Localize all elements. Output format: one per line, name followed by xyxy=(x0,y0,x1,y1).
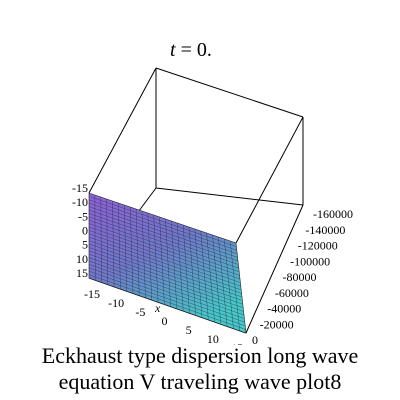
x-axis-label: x xyxy=(154,301,161,315)
grid-line-v xyxy=(88,240,242,294)
y-tick-2: -5 xyxy=(78,209,88,223)
grid-line-u xyxy=(229,240,240,331)
grid-line-v xyxy=(88,270,246,327)
grid-line-u xyxy=(200,230,209,320)
grid-line-u xyxy=(171,220,178,309)
grid-line-v xyxy=(88,230,241,283)
z-tick-3: -60000 xyxy=(275,286,309,300)
grid-line-v xyxy=(88,257,244,312)
y-tick-6: 15 xyxy=(76,266,88,280)
x-tick-5: 10 xyxy=(207,332,219,345)
x-tick-2: -5 xyxy=(135,305,145,319)
z-tick-7: -140000 xyxy=(305,223,345,237)
grid-line-u xyxy=(212,234,222,325)
z-tick-4: -80000 xyxy=(283,270,317,284)
x-tick-3: 0 xyxy=(162,314,168,328)
grid-line-v xyxy=(88,219,240,273)
grid-line-v xyxy=(88,223,240,276)
y-tick-3: 0 xyxy=(82,224,88,238)
caption: Eckhaust type dispersion long wave equat… xyxy=(0,343,400,395)
grid-line-v xyxy=(88,236,242,291)
grid-line-v xyxy=(88,243,243,298)
grid-line-u xyxy=(159,216,165,305)
grid-line-u xyxy=(218,236,228,327)
caption-line-1: Eckhaust type dispersion long wave xyxy=(41,343,359,368)
grid-line-u xyxy=(118,202,121,290)
title-text: = 0. xyxy=(176,39,212,61)
surface xyxy=(88,192,247,334)
grid-line-v xyxy=(88,274,246,330)
x-tick-6: 15 xyxy=(231,341,243,345)
grid-line-v xyxy=(88,253,244,309)
y-tick-1: -10 xyxy=(72,195,88,209)
z-tick-0: 0 xyxy=(252,333,258,345)
z-tick-1: -20000 xyxy=(260,317,294,331)
grid-line-v xyxy=(88,267,245,323)
grid-line-u xyxy=(135,208,140,296)
grid-line-u xyxy=(129,206,134,294)
title-variable: t xyxy=(170,39,176,61)
grid-line-v xyxy=(88,216,239,269)
grid-line-v xyxy=(88,233,241,287)
grid-line-u xyxy=(206,232,215,323)
grid-line-u xyxy=(141,210,146,298)
chart-title: t = 0. xyxy=(170,39,212,61)
grid-line-u xyxy=(176,222,184,312)
z-tick-2: -40000 xyxy=(267,302,301,316)
surface-face xyxy=(88,192,247,334)
grid-line-u xyxy=(188,226,196,316)
z-axis-ticks: 0-20000-40000 -60000 -80000 -100000-120000 -… xyxy=(252,207,353,345)
grid-line-u xyxy=(112,200,115,287)
grid-line-v xyxy=(88,260,245,316)
grid-line-v xyxy=(88,199,237,251)
grid-line-u xyxy=(100,196,102,283)
x-axis-ticks: -15 -10 -5 0 5 10 15 xyxy=(84,287,243,345)
grid-line-u xyxy=(124,204,127,292)
z-tick-5: -100000 xyxy=(290,254,330,268)
grid-line-v xyxy=(88,196,237,247)
z-tick-6: -120000 xyxy=(298,239,338,253)
grid-line-u xyxy=(147,212,153,301)
grid-line-u xyxy=(106,198,109,285)
grid-line-v xyxy=(88,226,241,280)
grid-line-v xyxy=(88,247,243,301)
y-tick-0: -15 xyxy=(72,181,88,195)
x-tick-4: 5 xyxy=(186,323,192,337)
z-tick-8: -160000 xyxy=(313,207,353,221)
grid-line-u xyxy=(165,218,171,307)
grid-line-u xyxy=(153,214,159,303)
x-tick-1: -10 xyxy=(108,296,124,310)
caption-line-2: equation V traveling wave plot8 xyxy=(58,369,342,394)
surface-grid xyxy=(88,194,246,331)
y-tick-4: 5 xyxy=(82,238,88,252)
y-tick-5: 10 xyxy=(76,252,88,266)
grid-line-u xyxy=(224,238,234,329)
x-tick-0: -15 xyxy=(84,287,100,301)
grid-line-v xyxy=(88,264,245,319)
grid-line-v xyxy=(88,250,243,305)
grid-line-v xyxy=(88,202,238,255)
grid-line-u xyxy=(182,224,190,314)
grid-line-v xyxy=(88,206,238,258)
grid-line-v xyxy=(88,209,239,262)
grid-line-u xyxy=(194,228,203,318)
grid-line-v xyxy=(88,213,239,265)
